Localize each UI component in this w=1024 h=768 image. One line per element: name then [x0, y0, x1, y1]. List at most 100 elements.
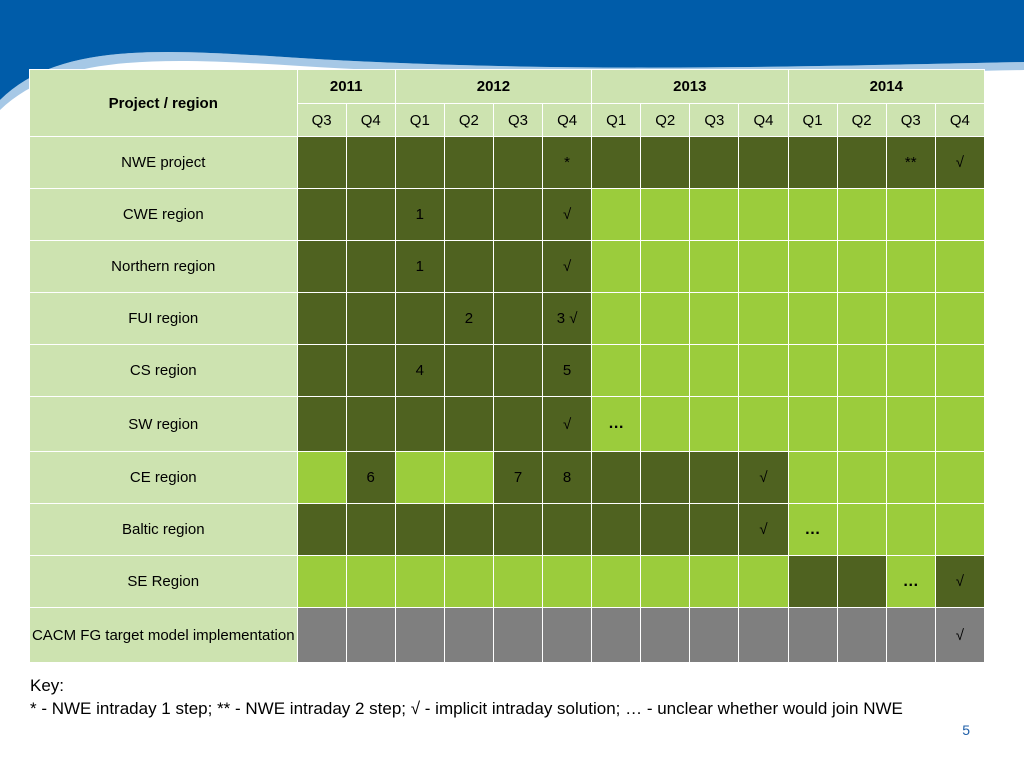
page-number: 5 — [962, 722, 970, 738]
timeline-cell — [836, 555, 887, 608]
header-wave-banner — [0, 0, 1024, 110]
timeline-cell — [787, 292, 838, 345]
timeline-cell — [836, 503, 887, 556]
timeline-cell — [836, 451, 887, 504]
cell-mark: 8 — [562, 469, 572, 486]
timeline-cell — [885, 344, 936, 397]
timeline-cell — [689, 240, 740, 293]
timeline-cell: √ — [542, 240, 593, 293]
timeline-cell: … — [885, 555, 936, 608]
timeline-cell — [836, 607, 887, 663]
timeline-cell — [934, 396, 986, 452]
cell-mark: 7 — [513, 469, 523, 486]
quarter-header: Q1 — [591, 103, 642, 137]
timeline-cell — [738, 555, 789, 608]
roadmap-table: Project / region 2011 2012 2013 2014 Q3 Q… — [29, 69, 986, 663]
table-row: NWE project * ** √ — [29, 136, 986, 189]
timeline-cell — [885, 607, 936, 663]
timeline-cell — [689, 503, 740, 556]
timeline-cell — [591, 555, 642, 608]
table-row: FUI region 2 3 √ — [29, 292, 986, 345]
timeline-cell — [345, 240, 396, 293]
table-row: CS region 4 5 — [29, 344, 986, 397]
timeline-cell — [542, 503, 593, 556]
quarter-header: Q1 — [787, 103, 838, 137]
timeline-cell — [640, 451, 691, 504]
timeline-cell — [492, 555, 544, 608]
timeline-cell — [640, 555, 691, 608]
legend-key: Key: * - NWE intraday 1 step; ** - NWE i… — [30, 674, 980, 720]
timeline-cell — [394, 136, 445, 189]
timeline-cell: √ — [934, 555, 986, 608]
timeline-cell — [296, 136, 347, 189]
cell-mark: √ — [562, 415, 572, 433]
timeline-cell: 5 — [542, 344, 593, 397]
timeline-cell — [443, 136, 494, 189]
timeline-cell — [787, 607, 838, 663]
timeline-cell: … — [591, 396, 642, 452]
timeline-cell — [934, 240, 986, 293]
quarter-header: Q3 — [492, 103, 544, 137]
timeline-cell: 1 — [394, 188, 445, 241]
year-header-2013: 2013 — [591, 69, 789, 104]
timeline-cell — [738, 344, 789, 397]
timeline-cell — [394, 451, 445, 504]
timeline-cell — [738, 136, 789, 189]
timeline-cell — [689, 555, 740, 608]
timeline-cell — [345, 344, 396, 397]
timeline-cell — [836, 188, 887, 241]
timeline-cell — [640, 188, 691, 241]
cell-mark: √ — [955, 154, 964, 171]
timeline-cell — [492, 607, 544, 663]
corner-header: Project / region — [29, 69, 298, 137]
timeline-cell — [640, 344, 691, 397]
table-row: Northern region 1 √ — [29, 240, 986, 293]
cell-mark: √ — [562, 258, 572, 275]
timeline-cell — [394, 555, 445, 608]
timeline-cell — [345, 555, 396, 608]
timeline-cell — [345, 292, 396, 345]
timeline-cell — [738, 396, 789, 452]
table-row: CE region 6 7 8 √ — [29, 451, 986, 504]
quarter-header: Q3 — [296, 103, 347, 137]
timeline-cell: √ — [542, 188, 593, 241]
timeline-cell — [787, 396, 838, 452]
timeline-cell — [492, 344, 544, 397]
timeline-cell — [492, 503, 544, 556]
timeline-cell — [394, 396, 445, 452]
timeline-cell — [885, 451, 936, 504]
timeline-cell — [296, 240, 347, 293]
timeline-cell — [443, 607, 494, 663]
timeline-cell — [345, 396, 396, 452]
table-row: SW region √… — [29, 396, 986, 452]
quarter-header: Q3 — [689, 103, 740, 137]
cell-mark: √ — [955, 573, 964, 590]
timeline-cell — [443, 344, 494, 397]
timeline-cell — [787, 136, 838, 189]
timeline-cell: 8 — [542, 451, 593, 504]
timeline-cell — [689, 188, 740, 241]
quarter-header: Q3 — [885, 103, 936, 137]
timeline-cell — [885, 188, 936, 241]
timeline-cell — [787, 188, 838, 241]
quarter-header: Q2 — [443, 103, 494, 137]
timeline-cell — [836, 136, 887, 189]
timeline-cell: 7 — [492, 451, 544, 504]
quarter-header: Q2 — [640, 103, 691, 137]
cell-mark: * — [564, 154, 570, 171]
table-row: SE Region … √ — [29, 555, 986, 608]
timeline-cell — [787, 240, 838, 293]
quarter-header-row: Q3 Q4 Q1 Q2 Q3 Q4 Q1 Q2 Q3 Q4 Q1 Q2 Q3 Q4 — [30, 103, 986, 137]
timeline-cell: 4 — [394, 344, 445, 397]
year-header-row: Project / region 2011 2012 2013 2014 — [29, 69, 985, 137]
timeline-cell — [885, 240, 936, 293]
timeline-cell — [836, 396, 887, 452]
timeline-cell: √ — [934, 136, 986, 189]
timeline-cell — [591, 344, 642, 397]
cell-mark: 2 — [464, 310, 474, 327]
year-header-2014: 2014 — [787, 69, 985, 104]
table-row: CWE region 1 √ — [29, 188, 986, 241]
timeline-cell: 6 — [345, 451, 396, 504]
timeline-cell: √ — [542, 396, 593, 452]
key-text: * - NWE intraday 1 step; ** - NWE intrad… — [30, 699, 903, 718]
